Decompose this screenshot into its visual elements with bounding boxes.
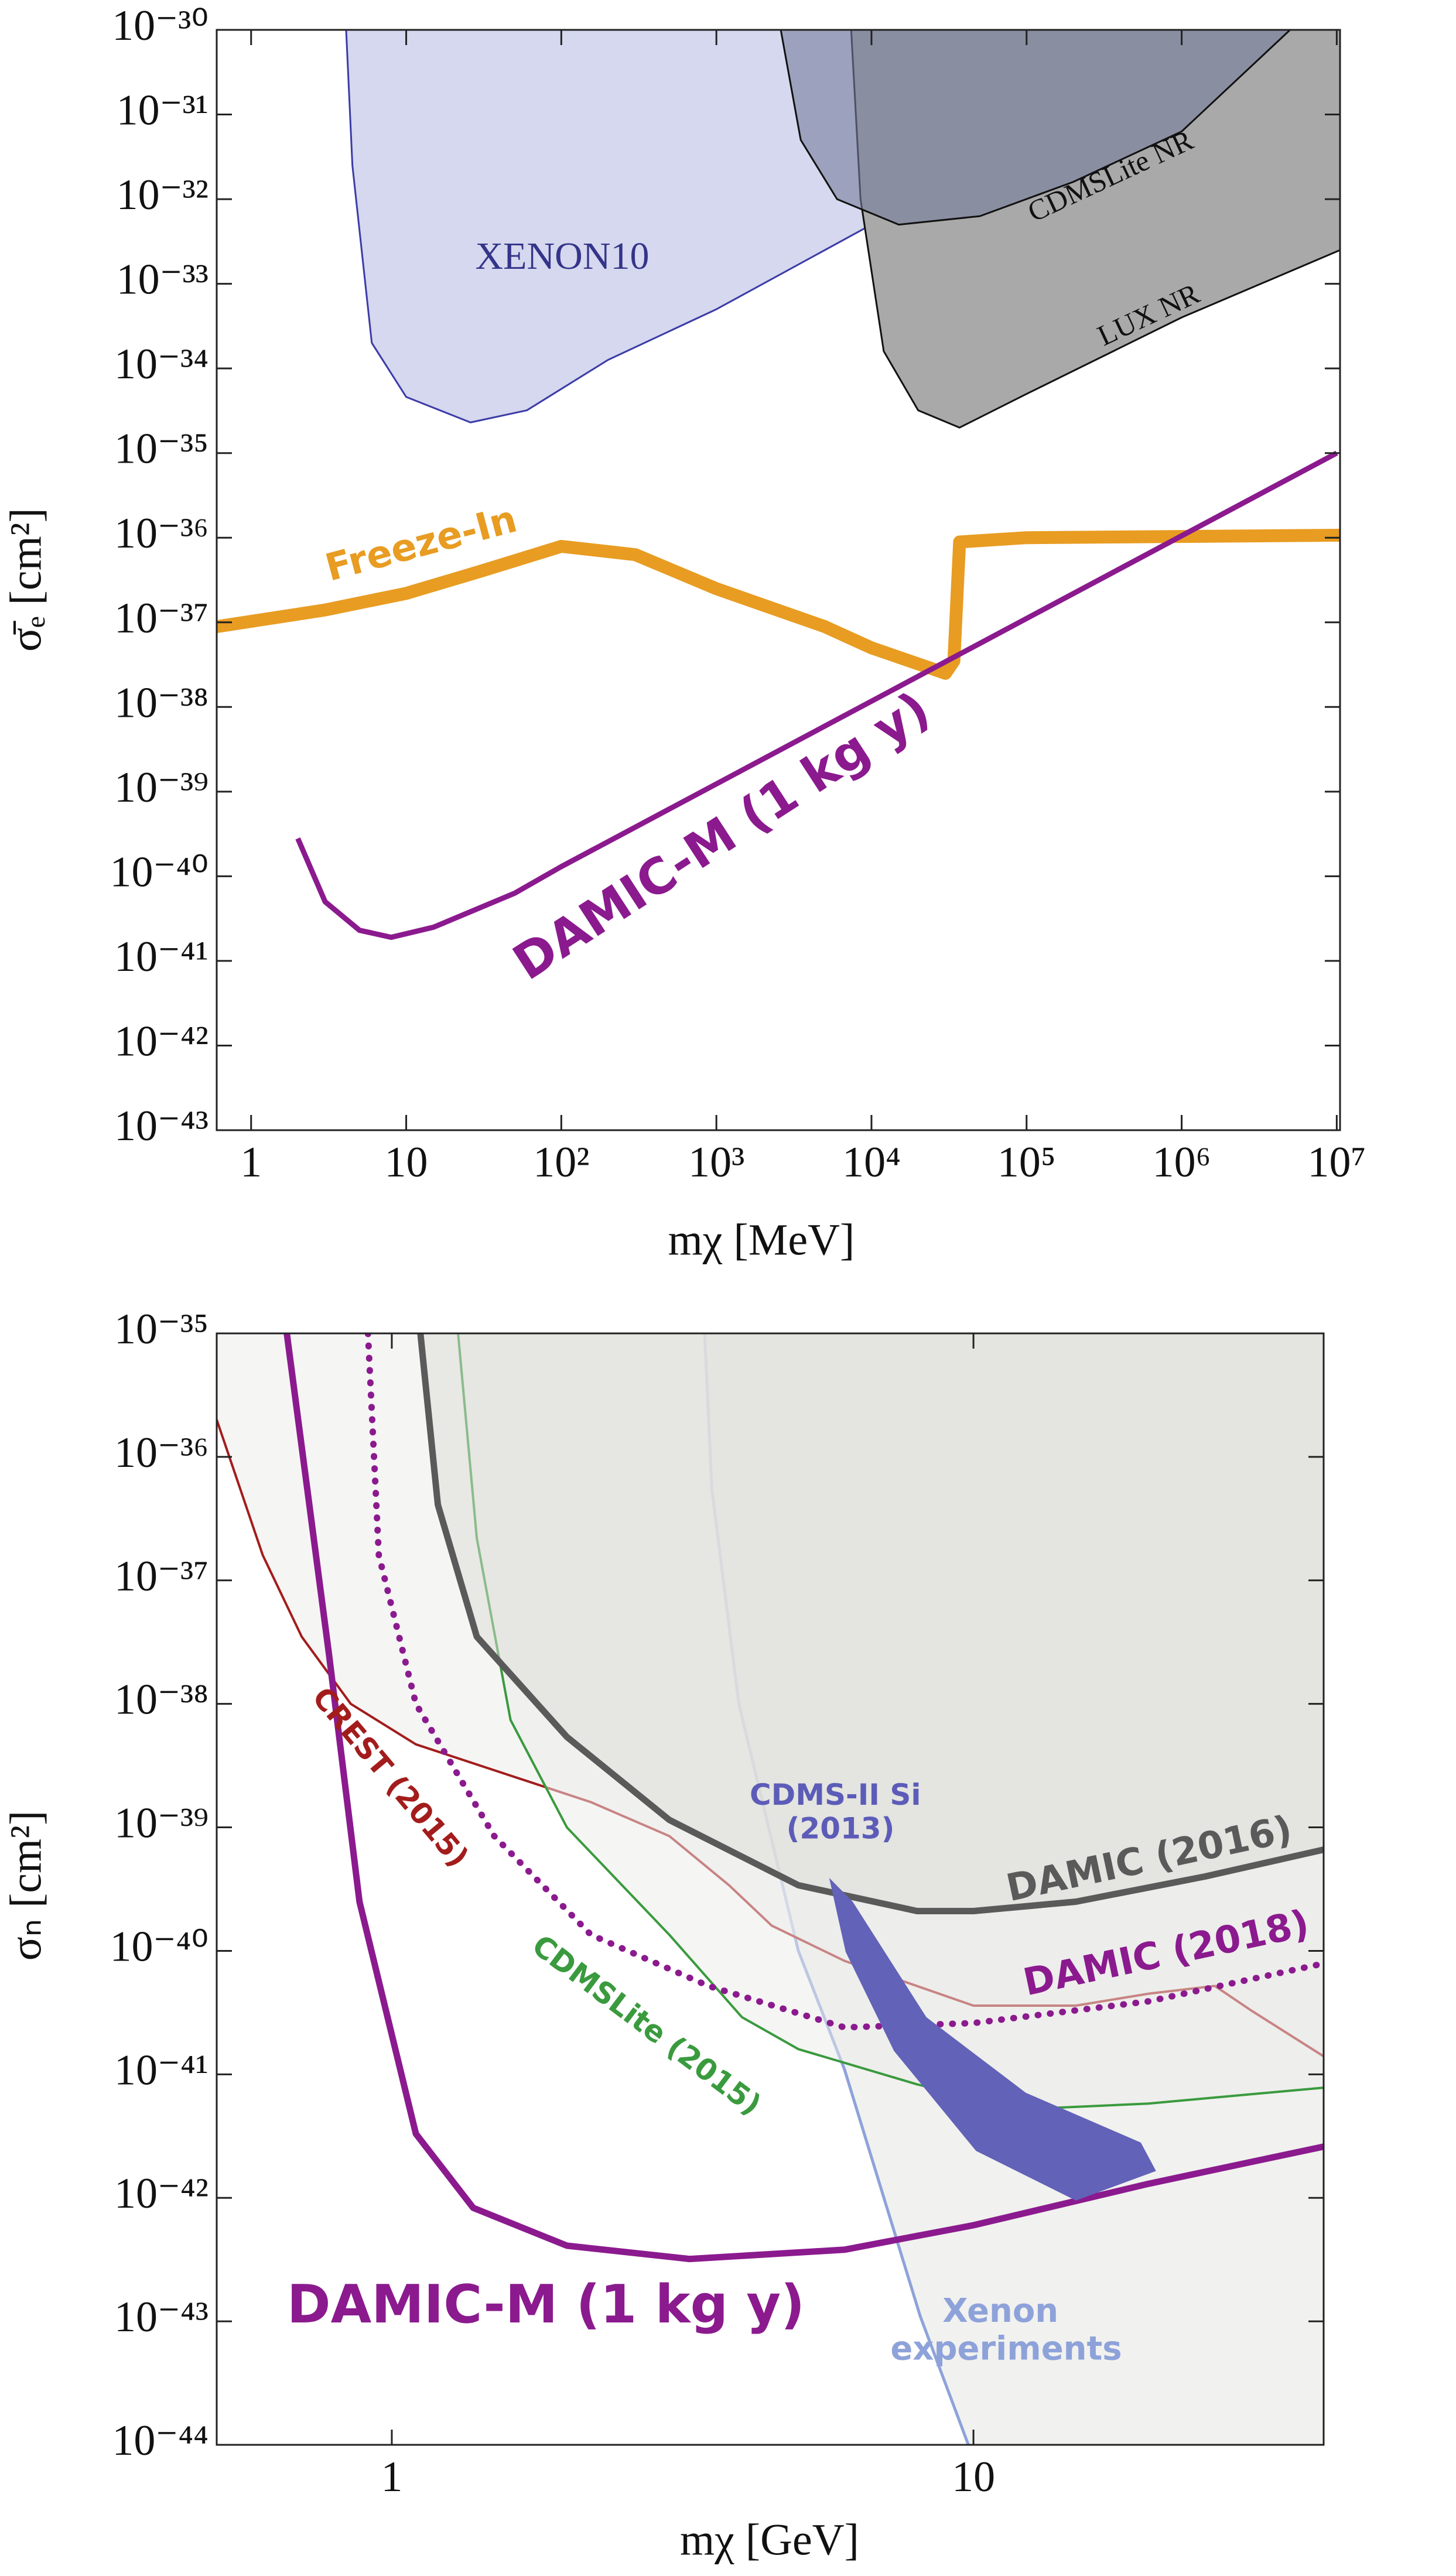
series-line [850, 30, 1340, 429]
series-line [364, 1333, 1324, 2031]
y-tick-label: 10⁻³⁹ [114, 1800, 209, 1848]
y-tick-label: 10⁻⁴¹ [114, 933, 209, 981]
y-tick-label: 10⁻⁴² [114, 2170, 209, 2218]
region [346, 30, 1340, 423]
series-label: Xenon experiments [890, 2292, 1122, 2368]
plot-frame [216, 1332, 1325, 2446]
series-label: CDMS-II Si (2013) [750, 1778, 931, 1846]
y-tick-label: 10⁻³⁶ [114, 509, 209, 557]
y-axis-label: σ̄ₑ [cm²] [1, 508, 50, 652]
plot-area [217, 1333, 1324, 2445]
x-tick-label: 10⁵ [997, 1138, 1056, 1186]
x-tick-label: 10⁷ [1307, 1138, 1366, 1186]
x-axis-label: mχ [GeV] [680, 2515, 859, 2564]
y-axis-label: σₙ [cm²] [1, 1811, 50, 1961]
y-tick-label: 10⁻³⁹ [114, 764, 209, 812]
y-tick-label: 10⁻³⁶ [114, 1429, 209, 1477]
series-line [417, 1333, 1324, 1914]
y-tick-label: 10⁻³¹ [117, 87, 209, 135]
plot-area [217, 30, 1340, 940]
series-line [780, 30, 1291, 226]
y-tick-label: 10⁻³⁷ [114, 1552, 209, 1600]
y-tick-label: 10⁻³⁸ [114, 679, 209, 727]
y-tick-label: 10⁻⁴⁴ [112, 2417, 209, 2465]
region [829, 1877, 1156, 2201]
x-tick-label: 10 [952, 2453, 995, 2501]
x-tick-label: 1 [381, 2453, 402, 2501]
x-tick-label: 10⁴ [842, 1138, 901, 1186]
y-tick-label: 10⁻⁴¹ [114, 2046, 209, 2094]
y-tick-label: 10⁻⁴² [114, 1017, 209, 1065]
y-tick-label: 10⁻³² [117, 171, 209, 219]
region [420, 1333, 1324, 1911]
region [781, 30, 1340, 225]
y-tick-label: 10⁻⁴⁰ [110, 848, 209, 896]
y-tick-label: 10⁻³⁴ [114, 340, 209, 388]
series-line [295, 450, 1338, 940]
series-label: XENON10 [476, 235, 650, 278]
series-line [217, 529, 1340, 680]
x-tick-label: 10² [533, 1138, 589, 1186]
y-tick-label: 10⁻³⁷ [114, 594, 209, 642]
series-label: DAMIC-M (1 kg y) [287, 2274, 805, 2335]
y-tick-label: 10⁻⁴⁰ [110, 1922, 209, 1971]
y-tick-label: 10⁻³³ [117, 256, 209, 304]
x-tick-label: 10⁶ [1153, 1138, 1211, 1186]
y-tick-label: 10⁻⁴³ [114, 2293, 209, 2341]
y-tick-label: 10⁻³⁵ [114, 1305, 209, 1353]
x-tick-label: 10 [385, 1138, 428, 1186]
x-tick-label: 1 [240, 1138, 262, 1186]
y-tick-label: 10⁻³⁸ [114, 1676, 209, 1724]
x-axis-label: mχ [MeV] [668, 1215, 855, 1264]
x-tick-label: 10³ [688, 1138, 744, 1186]
y-tick-label: 10⁻³⁰ [112, 2, 209, 50]
plot-frame [216, 29, 1341, 1131]
y-tick-label: 10⁻³⁵ [114, 425, 209, 473]
series-line [283, 1333, 1324, 2263]
y-tick-label: 10⁻⁴³ [114, 1102, 209, 1150]
